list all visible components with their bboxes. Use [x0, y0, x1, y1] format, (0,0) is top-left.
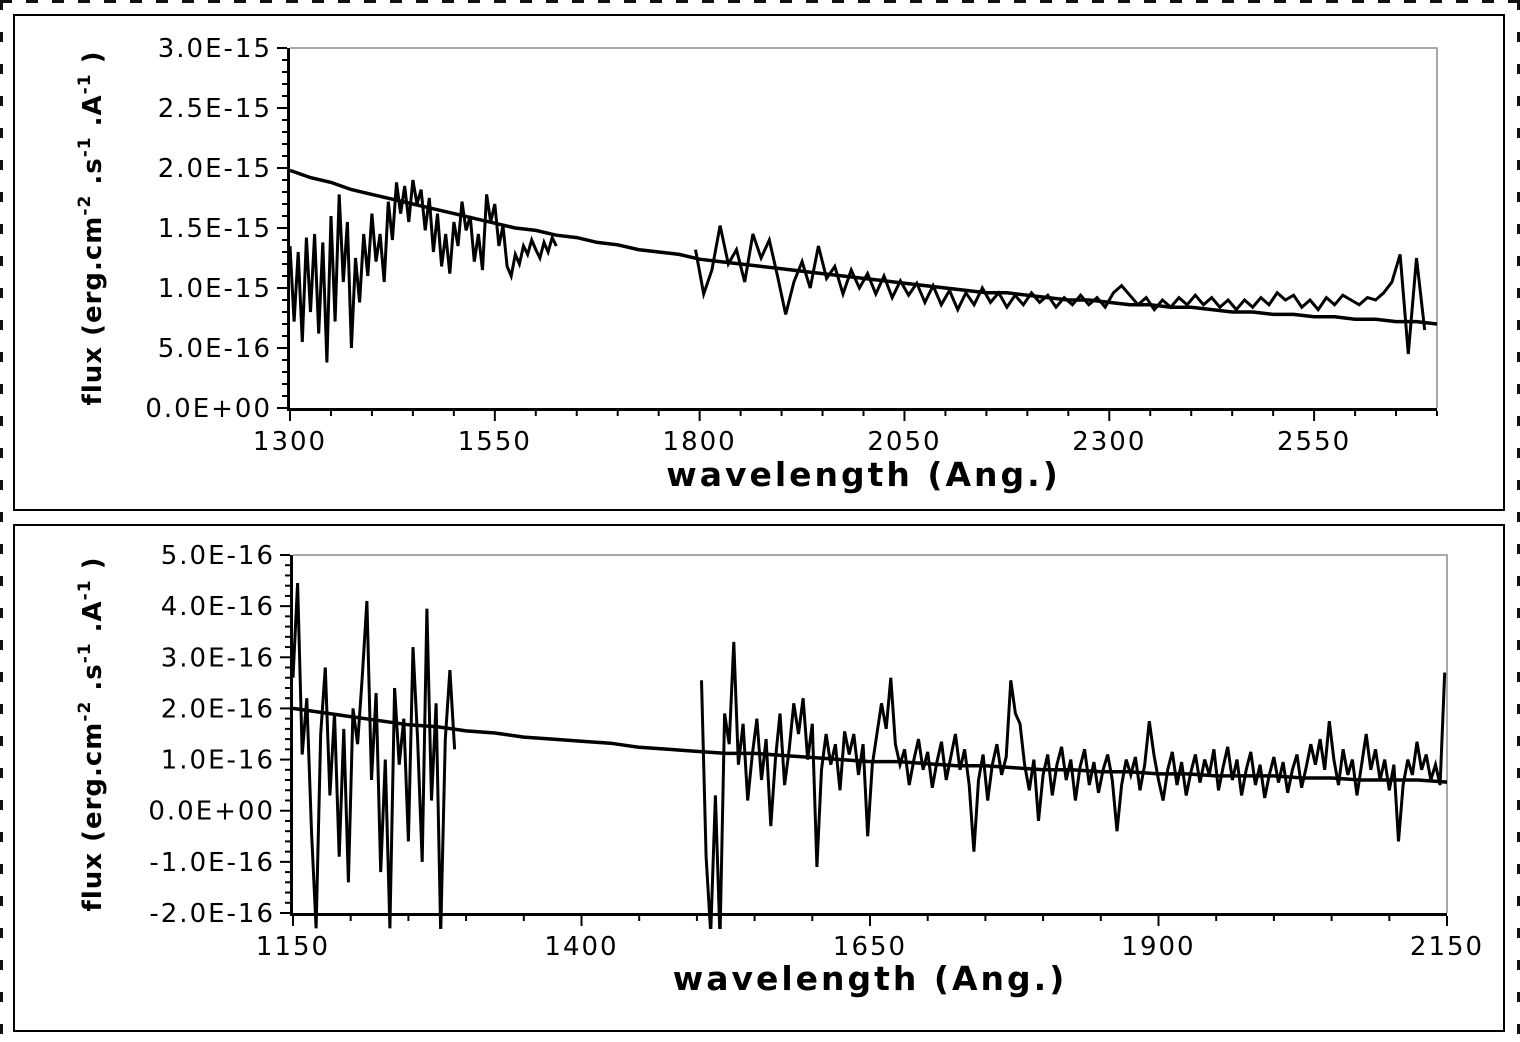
- scan-edge-top: [0, 0, 1520, 3]
- bottom-chart: 1150 1400 1650 1900 2150 5.0E-16 4.0E-16 3.0E-1…: [75, 541, 1484, 998]
- x-tick-label: 2050: [867, 427, 941, 457]
- x-tick-label: 1400: [544, 932, 618, 962]
- y-tick-label: 0.0E+00: [145, 394, 272, 424]
- x-tick-label: 1800: [663, 427, 737, 457]
- x-tick-label: 1550: [458, 427, 532, 457]
- y-axis-title: flux (erg.cm-2 .s-1 .A-1 ): [75, 51, 108, 406]
- y-axis-title: flux (erg.cm-2 .s-1 .A-1 ): [75, 557, 108, 912]
- y-tick-label: 5.0E-16: [161, 541, 275, 571]
- x-tick-label: 1150: [256, 932, 330, 962]
- x-axis-title: wavelength (Ang.): [673, 959, 1068, 998]
- x-tick-label: 2550: [1277, 427, 1351, 457]
- y-tick-label: 1.0E-15: [158, 274, 272, 304]
- y-tick-label: 2.0E-15: [158, 154, 272, 184]
- y-tick-label: 0.0E+00: [148, 797, 275, 827]
- y-tick-label: 2.0E-16: [161, 694, 275, 724]
- x-tick-label: 1300: [253, 427, 327, 457]
- plot-frame: [293, 554, 1448, 913]
- observed-spectrum-line: [700, 641, 1447, 929]
- y-tick-label: 1.5E-15: [158, 214, 272, 244]
- y-tick-label: 3.0E-15: [158, 34, 272, 64]
- y-tick-label: -1.0E-16: [149, 848, 275, 878]
- observed-spectrum-line: [694, 225, 1427, 355]
- observed-spectrum-line: [288, 179, 558, 363]
- plot-frame: [290, 47, 1438, 408]
- y-tick-label: 5.0E-16: [158, 334, 272, 364]
- bottom-chart-panel: 1150 1400 1650 1900 2150 5.0E-16 4.0E-16 3.0E-1…: [13, 524, 1505, 1032]
- top-chart-panel: 1300 1550 1800 2050 2300 2550 3.0E-15 2.5E-15 2.…: [13, 14, 1505, 511]
- continuum-fit-line: [292, 706, 1448, 784]
- y-tick-label: 3.0E-16: [161, 643, 275, 673]
- x-tick-label: 1650: [833, 932, 907, 962]
- top-chart: 1300 1550 1800 2050 2300 2550 3.0E-15 2.5E-15 2.…: [75, 34, 1438, 494]
- x-tick-label: 2300: [1072, 427, 1146, 457]
- y-tick-label: 1.0E-16: [161, 746, 275, 776]
- y-tick-label: 4.0E-16: [161, 592, 275, 622]
- x-tick-label: 2150: [1410, 932, 1484, 962]
- observed-spectrum-line: [291, 583, 457, 929]
- x-axis-title: wavelength (Ang.): [666, 455, 1061, 494]
- x-tick-label: 1900: [1121, 932, 1195, 962]
- y-tick-label: -2.0E-16: [149, 899, 275, 929]
- scan-edge-left: [0, 0, 3, 1042]
- y-tick-label: 2.5E-15: [158, 94, 272, 124]
- continuum-fit-line: [289, 168, 1438, 326]
